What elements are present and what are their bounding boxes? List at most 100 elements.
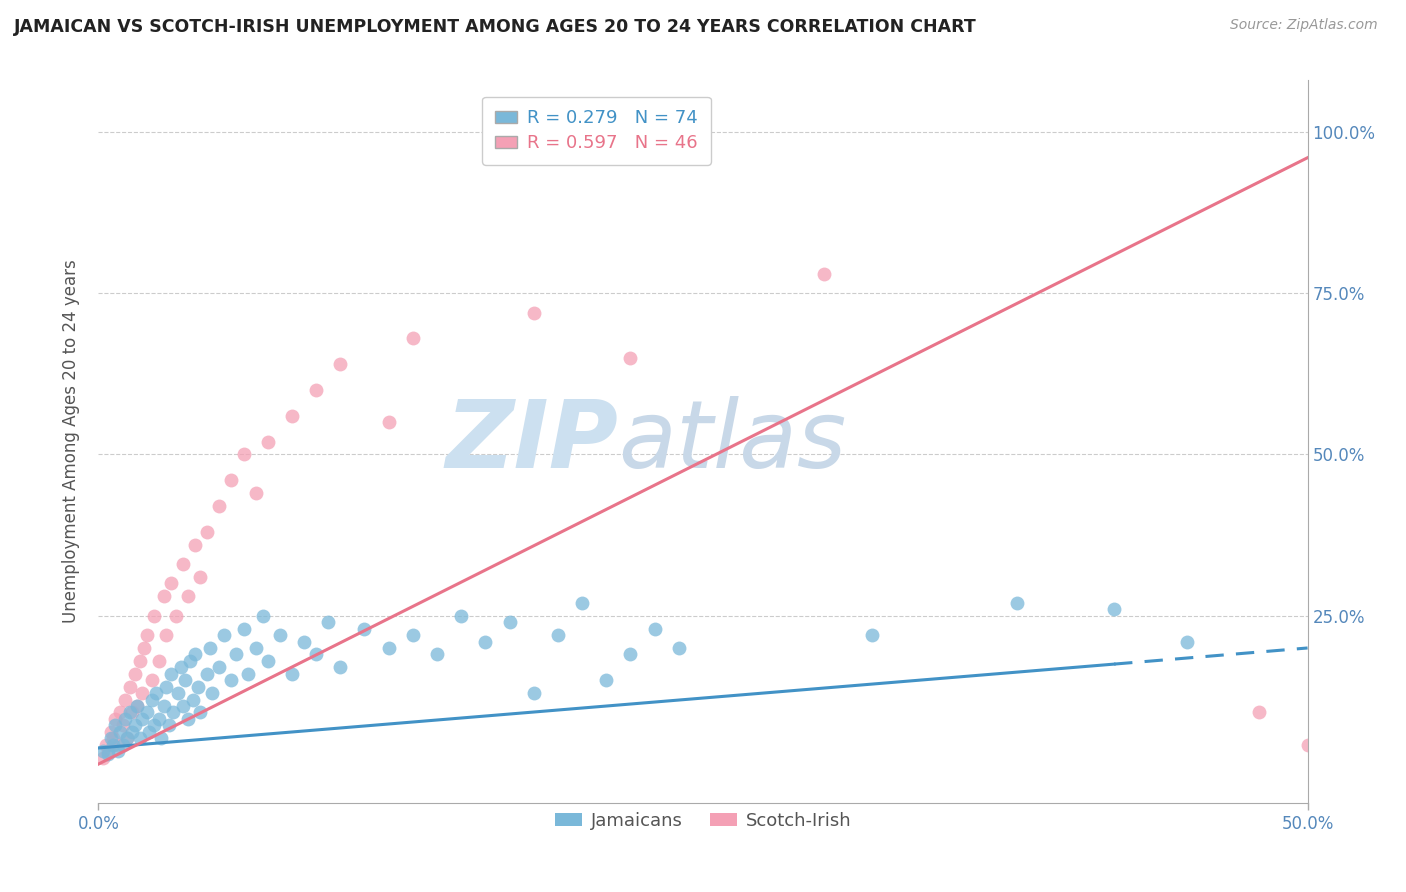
Point bbox=[523, 305, 546, 319]
Point bbox=[135, 706, 157, 720]
Point bbox=[281, 409, 304, 423]
Point bbox=[165, 608, 187, 623]
Point bbox=[498, 615, 520, 630]
Point bbox=[148, 712, 170, 726]
Point bbox=[118, 706, 141, 720]
Point bbox=[179, 654, 201, 668]
Point bbox=[1249, 706, 1271, 720]
Point bbox=[160, 576, 183, 591]
Point bbox=[152, 699, 174, 714]
Point bbox=[292, 634, 315, 648]
Point bbox=[143, 608, 166, 623]
Point bbox=[121, 706, 143, 720]
Point bbox=[187, 680, 209, 694]
Point bbox=[208, 499, 231, 513]
Point bbox=[101, 738, 124, 752]
Point bbox=[195, 666, 218, 681]
Point bbox=[124, 666, 146, 681]
Point bbox=[238, 666, 260, 681]
Point bbox=[121, 724, 143, 739]
Point bbox=[221, 473, 243, 487]
Point bbox=[595, 673, 617, 688]
Point bbox=[127, 699, 149, 714]
Point bbox=[256, 654, 278, 668]
Point bbox=[329, 660, 352, 674]
Point bbox=[107, 744, 129, 758]
Point bbox=[181, 692, 204, 706]
Point bbox=[127, 699, 149, 714]
Point bbox=[111, 738, 134, 752]
Point bbox=[155, 680, 177, 694]
Point bbox=[174, 673, 197, 688]
Point bbox=[668, 640, 690, 655]
Point bbox=[305, 383, 328, 397]
Point bbox=[232, 447, 254, 461]
Point bbox=[377, 640, 399, 655]
Text: atlas: atlas bbox=[619, 396, 846, 487]
Point bbox=[256, 434, 278, 449]
Point bbox=[145, 686, 167, 700]
Point bbox=[114, 692, 136, 706]
Point bbox=[188, 570, 211, 584]
Point bbox=[97, 747, 120, 762]
Point bbox=[167, 686, 190, 700]
Point bbox=[245, 640, 267, 655]
Point bbox=[169, 660, 191, 674]
Point bbox=[208, 660, 231, 674]
Point bbox=[426, 648, 449, 662]
Point bbox=[1102, 602, 1125, 616]
Point bbox=[184, 648, 207, 662]
Point bbox=[269, 628, 291, 642]
Point bbox=[91, 750, 114, 764]
Point bbox=[177, 590, 200, 604]
Point bbox=[184, 538, 207, 552]
Point bbox=[281, 666, 304, 681]
Point bbox=[97, 744, 120, 758]
Point bbox=[117, 731, 139, 746]
Point bbox=[547, 628, 569, 642]
Text: Source: ZipAtlas.com: Source: ZipAtlas.com bbox=[1230, 18, 1378, 32]
Point bbox=[305, 648, 328, 662]
Point bbox=[104, 718, 127, 732]
Text: JAMAICAN VS SCOTCH-IRISH UNEMPLOYMENT AMONG AGES 20 TO 24 YEARS CORRELATION CHAR: JAMAICAN VS SCOTCH-IRISH UNEMPLOYMENT AM… bbox=[14, 18, 977, 36]
Point bbox=[108, 724, 131, 739]
Point bbox=[143, 718, 166, 732]
Point bbox=[245, 486, 267, 500]
Point bbox=[148, 654, 170, 668]
Point bbox=[232, 622, 254, 636]
Point bbox=[523, 686, 546, 700]
Point bbox=[117, 731, 139, 746]
Point bbox=[100, 724, 122, 739]
Point bbox=[177, 712, 200, 726]
Point bbox=[474, 634, 496, 648]
Point bbox=[101, 731, 124, 746]
Point bbox=[225, 648, 247, 662]
Text: ZIP: ZIP bbox=[446, 395, 619, 488]
Point bbox=[134, 640, 156, 655]
Point bbox=[124, 718, 146, 732]
Point bbox=[141, 673, 163, 688]
Point bbox=[813, 267, 835, 281]
Point bbox=[94, 738, 117, 752]
Point bbox=[571, 596, 593, 610]
Point bbox=[1007, 596, 1029, 610]
Point bbox=[100, 731, 122, 746]
Point bbox=[128, 654, 150, 668]
Point bbox=[188, 706, 211, 720]
Point bbox=[252, 608, 274, 623]
Point bbox=[128, 731, 150, 746]
Point bbox=[91, 744, 114, 758]
Point bbox=[619, 648, 641, 662]
Point bbox=[1296, 738, 1319, 752]
Point bbox=[107, 738, 129, 752]
Point bbox=[150, 731, 173, 746]
Point bbox=[131, 686, 153, 700]
Point bbox=[402, 331, 425, 345]
Point bbox=[152, 590, 174, 604]
Point bbox=[157, 718, 180, 732]
Point bbox=[377, 415, 399, 429]
Point bbox=[860, 628, 883, 642]
Point bbox=[141, 692, 163, 706]
Point bbox=[114, 712, 136, 726]
Point bbox=[198, 640, 221, 655]
